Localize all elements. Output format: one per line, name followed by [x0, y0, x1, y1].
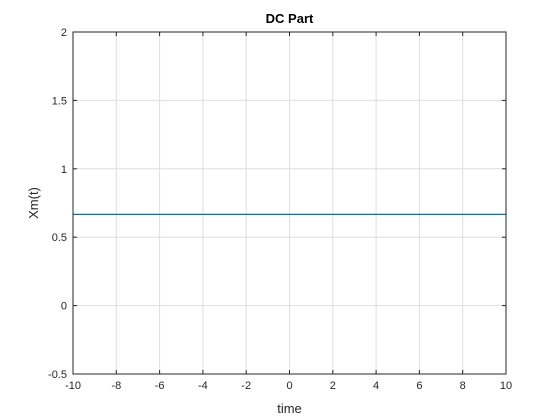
tick-labels: -10 -8 -6 -4 -2 0 2 4 6 8 10 -0.5 0 0.5 1 1.5 2: [48, 27, 512, 392]
y-axis-label: Xm(t): [26, 187, 41, 219]
x-tick-label: 0: [286, 380, 292, 392]
x-tick-label: -6: [155, 380, 165, 392]
y-tick-label: 0.5: [52, 232, 67, 244]
x-tick-label: 6: [416, 380, 422, 392]
ticks: [72, 31, 507, 375]
x-tick-label: 2: [330, 380, 336, 392]
y-tick-label: 0: [61, 301, 67, 313]
x-tick-label: -10: [65, 380, 81, 392]
y-tick-label: 1: [61, 164, 67, 176]
x-axis-label: time: [277, 401, 302, 416]
y-tick-label: 1.5: [52, 95, 67, 107]
y-tick-label: 2: [61, 27, 67, 39]
chart-title: DC Part: [266, 11, 314, 26]
x-tick-label: 8: [460, 380, 466, 392]
y-tick-label: -0.5: [48, 369, 67, 381]
x-tick-label: -4: [198, 380, 208, 392]
x-tick-label: -2: [241, 380, 251, 392]
x-tick-label: 10: [500, 380, 512, 392]
x-tick-label: -8: [111, 380, 121, 392]
x-tick-label: 4: [373, 380, 379, 392]
